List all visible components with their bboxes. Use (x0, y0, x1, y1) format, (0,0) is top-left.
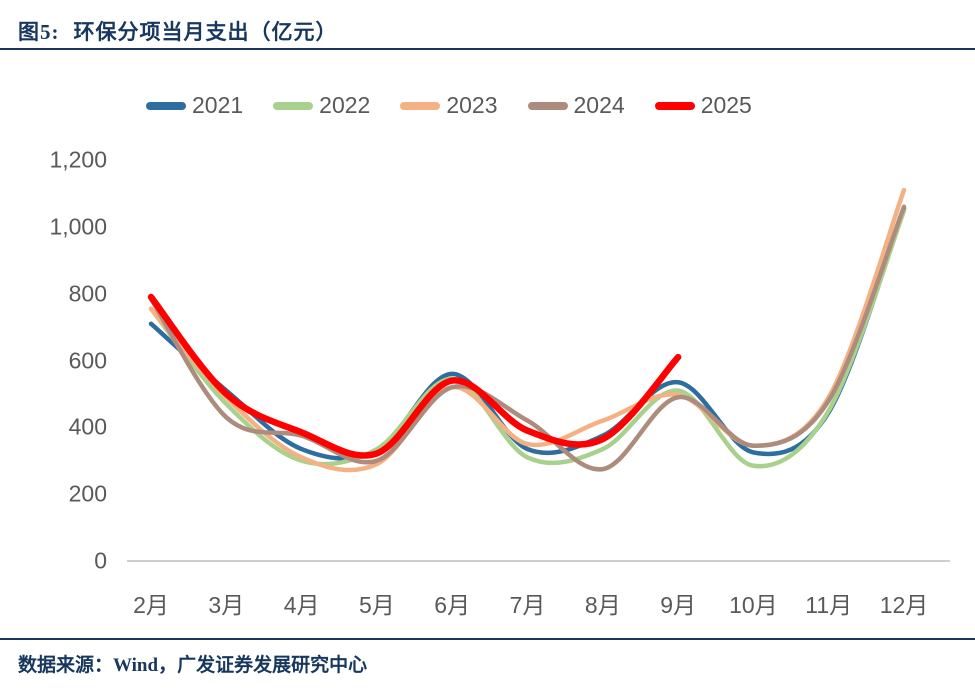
x-axis-label: 4月 (283, 592, 320, 618)
line-series-2024 (148, 204, 907, 472)
legend-label: 2022 (319, 92, 371, 118)
figure-label: 图5: (18, 20, 60, 44)
x-axis-label: 3月 (208, 592, 245, 618)
x-axis-label: 5月 (358, 592, 395, 618)
legend-item-2021: 2021 (146, 92, 243, 119)
line-series-2022 (148, 208, 907, 469)
line-series-2025 (147, 293, 682, 459)
legend-item-2024: 2024 (527, 92, 625, 119)
y-axis-label: 800 (68, 280, 107, 307)
y-axis-label: 1,000 (49, 213, 107, 240)
legend-item-2022: 2022 (273, 92, 370, 119)
x-axis-label: 8月 (584, 592, 621, 618)
legend-label: 2021 (192, 92, 244, 118)
x-axis-label: 2月 (133, 592, 169, 618)
x-axis-label: 12月 (879, 592, 929, 618)
legend-item-2025: 2025 (654, 92, 752, 119)
legend-item-2023: 2023 (400, 92, 498, 119)
x-axis-label: 10月 (729, 592, 778, 618)
title-divider (0, 48, 975, 50)
legend-label: 2024 (573, 92, 625, 118)
legend-swatch-2025 (654, 101, 695, 110)
legend-swatch-2021 (146, 101, 186, 110)
x-axis-label: 9月 (660, 592, 696, 618)
x-axis-label: 6月 (434, 592, 471, 618)
legend-label: 2025 (700, 92, 752, 118)
line-series-2021 (148, 206, 907, 461)
legend-label: 2023 (446, 92, 498, 118)
x-axis-line (127, 560, 950, 562)
chart-title: 环保分项当月支出（亿元） (73, 20, 338, 44)
legend-swatch-2022 (273, 101, 314, 110)
y-axis-label: 0 (94, 547, 107, 574)
chart-header: 图5: 环保分项当月支出（亿元） (18, 16, 338, 46)
y-axis-label: 1,200 (49, 146, 107, 173)
legend-swatch-2024 (527, 101, 568, 110)
x-axis-label: 7月 (509, 592, 546, 618)
footer-divider (0, 638, 975, 640)
y-axis-label: 600 (68, 347, 107, 373)
source-note: 数据来源：Wind，广发证券发展研究中心 (18, 655, 368, 676)
y-axis-label: 200 (68, 480, 107, 507)
chart-legend: 2021 2022 2023 2024 2025 (146, 92, 752, 119)
y-axis-label: 400 (68, 413, 107, 440)
legend-swatch-2023 (400, 101, 441, 110)
x-axis-label: 11月 (805, 592, 853, 618)
